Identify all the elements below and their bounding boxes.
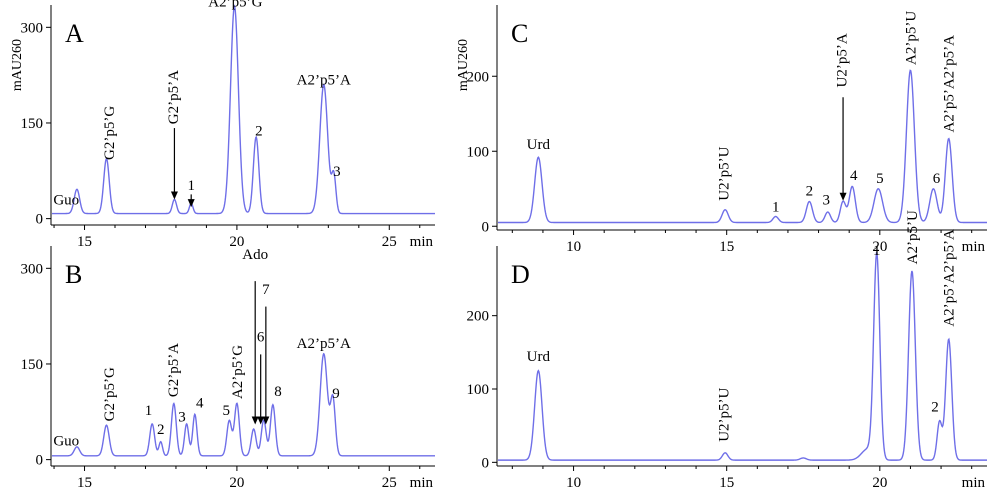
peak-label: Urd [527, 349, 551, 365]
arrow-head [262, 416, 270, 425]
peak-label: 6 [257, 330, 265, 346]
y-tick-label: 0 [36, 453, 44, 469]
peak-label: 3 [178, 409, 186, 425]
peak-label: 6 [933, 171, 941, 187]
peak-label: 2 [931, 400, 939, 416]
peak-label: 2 [806, 184, 814, 200]
peak-label: G2’p5’G [102, 106, 118, 160]
peak-label: U2’p5’U [717, 146, 733, 200]
peak-label: A2’p5’A2’p5’A [942, 35, 958, 133]
peak-label: 5 [222, 403, 230, 419]
x-axis-unit-label: min [962, 475, 986, 491]
peak-label: U2’p5’A [835, 33, 851, 87]
x-tick-label: 15 [77, 234, 92, 250]
x-axis-unit-label: min [410, 475, 434, 491]
arrow-head [257, 416, 265, 425]
x-tick-label: 15 [77, 475, 92, 491]
y-tick-label: 150 [21, 116, 44, 132]
peak-label: 7 [262, 282, 270, 298]
peak-label: 4 [850, 168, 858, 184]
y-tick-label: 100 [467, 144, 490, 160]
x-tick-label: 10 [566, 475, 581, 491]
peak-label: 1 [145, 403, 153, 419]
x-tick-label: 20 [229, 475, 244, 491]
x-tick-label: 20 [229, 234, 244, 250]
y-tick-label: 300 [21, 261, 44, 277]
peak-label: A2’p5’U [903, 11, 919, 65]
peak-label: G2’p5’G [102, 367, 118, 421]
peak-label: G2’p5’A [166, 70, 182, 124]
peak-label: Urd [527, 137, 551, 153]
panel-c: 10 15 200100200minmAU260CUrdU2’p5’U123U2’p… [456, 5, 987, 255]
peak-label: 2 [255, 124, 263, 140]
arrow-head [170, 191, 178, 200]
panel-a: 15 20 25 0 150 300 min mAU260 A Guo G2’p5’G G2’p5’A… [10, 0, 435, 250]
peak-label: 4 [196, 395, 204, 411]
x-tick-label: 20 [872, 239, 887, 255]
peak-label: 9 [332, 386, 340, 402]
peak-label: A2’p5’G [208, 0, 262, 10]
x-axis-unit-label: min [410, 234, 434, 250]
peak-label: A2’p5’U [905, 210, 921, 264]
peak-label: G2’p5’A [166, 343, 182, 397]
peak-label: A2’p5’A2’p5’A [942, 229, 958, 327]
peak-label: 5 [876, 171, 884, 187]
peak-label: 1 [873, 243, 881, 259]
panel-letter: C [511, 19, 528, 48]
x-tick-label: 25 [382, 475, 397, 491]
y-axis-title: mAU260 [456, 39, 471, 91]
y-tick-label: 200 [467, 69, 490, 85]
chromatogram-trace [498, 69, 987, 224]
panel-b: 15 20 25 0 150 300 min B Guo G2’p5’G 12 G2’p5’A 34 A2… [21, 246, 435, 491]
peak-label: 8 [274, 384, 282, 400]
y-tick-label: 100 [467, 382, 490, 398]
chromatogram-trace [498, 251, 987, 461]
peak-label: A2’p5’A [297, 73, 351, 89]
y-tick-label: 0 [482, 219, 490, 235]
peak-label: 3 [822, 193, 830, 209]
x-tick-label: 15 [719, 475, 734, 491]
peak-label: 1 [772, 199, 780, 215]
y-tick-label: 300 [21, 20, 44, 36]
y-tick-label: 150 [21, 357, 44, 373]
y-tick-label: 0 [36, 212, 44, 228]
peak-label: Guo [53, 193, 79, 209]
arrow-head [839, 192, 847, 201]
y-axis-title: mAU260 [10, 39, 25, 91]
panel-letter: A [65, 19, 84, 48]
peak-label: 2 [157, 422, 165, 438]
arrow-head [251, 416, 259, 425]
peak-label: A2’p5’A [297, 336, 351, 352]
peak-label: Guo [53, 434, 79, 450]
peak-label: 1 [187, 178, 195, 194]
x-tick-label: 20 [872, 475, 887, 491]
y-tick-label: 200 [467, 309, 490, 325]
peak-label: Ado [242, 247, 268, 263]
arrow-head [187, 199, 195, 208]
peak-label: 3 [333, 164, 341, 180]
chromatogram-trace [52, 352, 435, 457]
peak-label: A2’p5’G [230, 345, 246, 399]
axes-frame [496, 246, 987, 467]
x-tick-label: 15 [719, 239, 734, 255]
axes-frame [496, 5, 987, 231]
panel-letter: B [65, 260, 82, 289]
peak-label: U2’p5’U [717, 387, 733, 441]
panel-letter: D [511, 260, 530, 289]
y-tick-label: 0 [482, 455, 490, 471]
x-axis-unit-label: min [962, 239, 986, 255]
x-tick-label: 10 [566, 239, 581, 255]
x-tick-label: 25 [382, 234, 397, 250]
chromatogram-trace [52, 4, 435, 215]
